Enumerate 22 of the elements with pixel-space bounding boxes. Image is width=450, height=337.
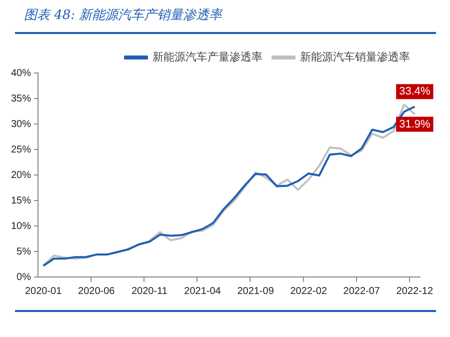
y-tick-label: 25% <box>11 144 32 156</box>
y-tick-label: 10% <box>11 220 32 232</box>
x-tick-label: 2021-09 <box>237 286 274 297</box>
x-tick-label: 2020-11 <box>131 286 168 297</box>
y-tick-label: 35% <box>11 93 32 104</box>
y-tick-label: 15% <box>11 195 32 206</box>
data-label: 31.9% <box>399 118 430 130</box>
y-tick-label: 20% <box>11 170 32 181</box>
legend-label: 新能源汽车产量渗透率 <box>152 50 262 64</box>
data-label: 33.4% <box>399 86 430 98</box>
x-tick-label: 2022-12 <box>396 286 434 297</box>
x-tick-label: 2022-07 <box>343 286 380 297</box>
y-tick-label: 5% <box>16 246 32 258</box>
x-tick-label: 2022-02 <box>290 286 328 297</box>
y-tick-label: 40% <box>11 68 32 79</box>
x-tick-label: 2021-04 <box>184 286 222 297</box>
x-tick-label: 2020-01 <box>24 286 62 297</box>
y-tick-label: 30% <box>11 118 32 130</box>
x-tick-label: 2020-06 <box>78 286 116 297</box>
chart-title: 图表 48: 新能源汽车产销量渗透率 <box>24 7 222 24</box>
y-tick-label: 0% <box>16 272 32 283</box>
legend-label: 新能源汽车销量渗透率 <box>300 50 410 64</box>
